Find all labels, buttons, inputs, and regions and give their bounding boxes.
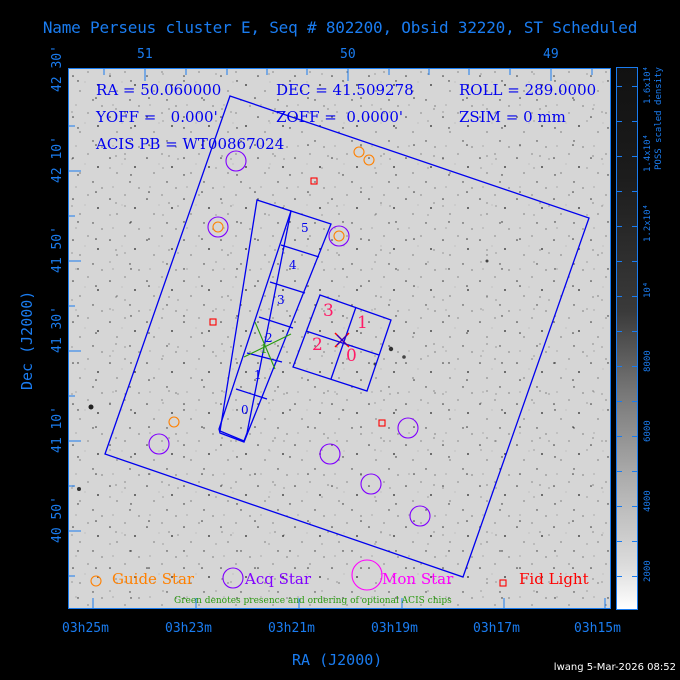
colorbar-tick-16000: 1.6x10⁴ <box>643 66 653 104</box>
acis-s-chip-1: 1 <box>254 368 262 382</box>
acis-i-chip-2: 2 <box>312 335 323 355</box>
x-axis-label: RA (J2000) <box>292 651 383 669</box>
left-tick-41-10: 41 10' <box>50 406 65 453</box>
acis-s-chips <box>218 199 332 443</box>
top-tick-50: 50 <box>340 47 356 62</box>
legend-guide-star: Guide Star <box>112 570 195 588</box>
legend-fid-icon <box>499 579 507 587</box>
acis-i-chip-0: 0 <box>346 346 357 366</box>
legend-acq-star: Acq Star <box>245 570 312 588</box>
fid-lights <box>209 177 386 427</box>
colorbar-tick-12000: 1.2x10⁴ <box>643 204 653 242</box>
bottom-tick-03h23m: 03h23m <box>165 621 212 636</box>
colorbar-tick-6000: 6000 <box>643 420 653 442</box>
acis-pb-value: ACIS PB = WT00867024 <box>96 135 285 153</box>
guide-stars <box>168 146 375 428</box>
field-overlay <box>69 69 610 608</box>
bottom-tick-03h17m: 03h17m <box>473 621 520 636</box>
top-tick-49: 49 <box>543 47 559 62</box>
optional-chip-order-label: 1 <box>260 342 268 356</box>
field-of-view-outline <box>104 95 590 578</box>
colorbar-tick-4000: 4000 <box>643 490 653 512</box>
acis-i-chip-3: 3 <box>323 301 334 321</box>
colorbar-tick-10000: 10⁴ <box>643 281 653 298</box>
colorbar-title: POSS scaled density <box>654 67 664 170</box>
left-tick-41-30: 41 30' <box>50 306 65 353</box>
bottom-tick-03h25m: 03h25m <box>62 621 109 636</box>
legend-mon-icon <box>351 559 383 591</box>
acq-stars <box>148 150 431 527</box>
acis-i-chips <box>292 294 392 392</box>
roll-value: ROLL = 289.0000 <box>459 81 597 99</box>
dec-value: DEC = 41.509278 <box>276 81 414 99</box>
page-title: Name Perseus cluster E, Seq # 802200, Ob… <box>42 18 638 37</box>
acis-s-chip-5: 5 <box>301 221 309 235</box>
y-axis-label: Dec (J2000) <box>18 290 36 390</box>
left-tick-40-50: 40 50' <box>50 496 65 543</box>
legend-acq-icon <box>222 567 244 589</box>
acis-s-chip-0: 0 <box>241 403 249 417</box>
bottom-tick-03h21m: 03h21m <box>268 621 315 636</box>
left-tick-41-50: 41 50' <box>50 226 65 273</box>
colorbar-tick-8000: 8000 <box>643 350 653 372</box>
top-tick-51: 51 <box>137 47 153 62</box>
legend-fid-light: Fid Light <box>519 570 589 588</box>
acis-s-chip-2: 2 <box>265 331 273 345</box>
bottom-tick-03h15m: 03h15m <box>574 621 621 636</box>
axis-ticks <box>69 69 606 608</box>
acis-s-chip-3: 3 <box>277 293 285 307</box>
zsim-value: ZSIM = 0 mm <box>459 108 566 126</box>
footer-user-timestamp: lwang 5-Mar-2026 08:52 <box>553 662 676 673</box>
acis-s-chip-4: 4 <box>289 258 297 272</box>
optional-chips-note: Green denotes presence and ordering of o… <box>174 596 452 606</box>
aimpoint-marker <box>334 332 350 348</box>
colorbar-tick-14000: 1.4x10⁴ <box>643 134 653 172</box>
bottom-tick-03h19m: 03h19m <box>371 621 418 636</box>
optional-chip-marker <box>243 321 292 370</box>
left-tick-42-10: 42 10' <box>50 136 65 183</box>
corner-dec-label: 42 30' <box>50 45 65 92</box>
legend-guide-icon <box>90 575 102 587</box>
sky-image-plot[interactable]: 5 4 3 2 1 0 1 3 1 2 0 RA = 50.060000 DEC… <box>68 68 611 609</box>
yoff-value: YOFF = 0.000' <box>96 108 218 126</box>
legend-mon-star: Mon Star <box>382 570 454 588</box>
ra-value: RA = 50.060000 <box>96 81 222 99</box>
zoff-value: ZOFF = 0.0000' <box>276 108 404 126</box>
density-colorbar <box>616 67 638 610</box>
colorbar-tick-2000: 2000 <box>643 560 653 582</box>
acis-i-chip-1: 1 <box>357 313 368 333</box>
